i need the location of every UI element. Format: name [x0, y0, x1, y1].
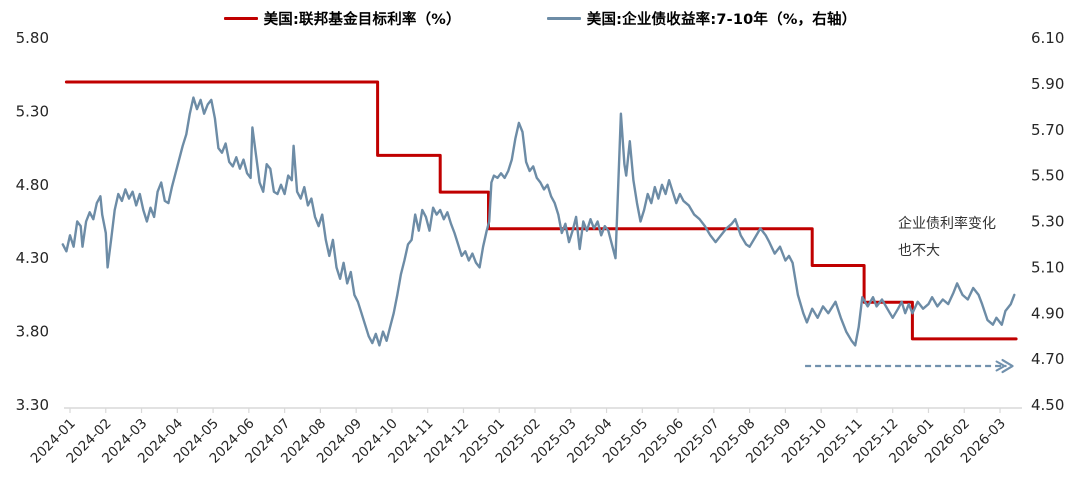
y-axis-right-tick-label: 5.70: [1031, 121, 1064, 139]
y-axis-right-tick-label: 5.30: [1031, 213, 1064, 231]
y-axis-left-tick-label: 4.80: [16, 176, 49, 194]
y-axis-left-tick-label: 3.30: [16, 396, 49, 414]
legend: 美国:联邦基金目标利率（%） 美国:企业债收益率:7-10年（%，右轴）: [0, 8, 1080, 29]
corporate-bond-yield-line: [61, 96, 1016, 347]
y-axis-right-tick-label: 5.90: [1031, 75, 1064, 93]
y-axis-left-tick-label: 5.30: [16, 102, 49, 120]
annotation-line-2: 也不大: [898, 243, 940, 260]
legend-item-fed-funds-rate: 美国:联邦基金目标利率（%）: [223, 8, 461, 29]
annotation-line-1: 企业债利率变化: [898, 216, 996, 232]
y-axis-left-tick-label: 5.80: [16, 29, 49, 47]
y-axis-right-tick-label: 4.90: [1031, 304, 1064, 322]
y-axis-left-tick-label: 4.30: [16, 249, 49, 267]
annotation-text: 企业债利率变化 也不大: [898, 211, 996, 266]
y-axis-right-tick-label: 4.50: [1031, 396, 1064, 414]
y-axis-right-tick-label: 4.70: [1031, 350, 1064, 368]
y-axis-right-tick-label: 5.50: [1031, 167, 1064, 185]
y-axis-right-tick-label: 5.10: [1031, 258, 1064, 276]
arrow-head-icon: [1001, 358, 1014, 374]
y-axis-right-tick-label: 6.10: [1031, 29, 1064, 47]
legend-swatch-blue-line: [546, 17, 581, 20]
legend-item-corporate-bond-yield: 美国:企业债收益率:7-10年（%，右轴）: [546, 8, 857, 29]
legend-swatch-red-line: [223, 17, 258, 20]
legend-label-fed-funds-rate: 美国:联邦基金目标利率（%）: [263, 12, 461, 28]
fed-funds-target-rate-line: [64, 80, 1018, 341]
arrow-head-inner-icon: [995, 360, 1006, 372]
legend-label-corporate-bond-yield: 美国:企业债收益率:7-10年（%，右轴）: [586, 12, 857, 28]
y-axis-left-tick-label: 3.80: [16, 323, 49, 341]
